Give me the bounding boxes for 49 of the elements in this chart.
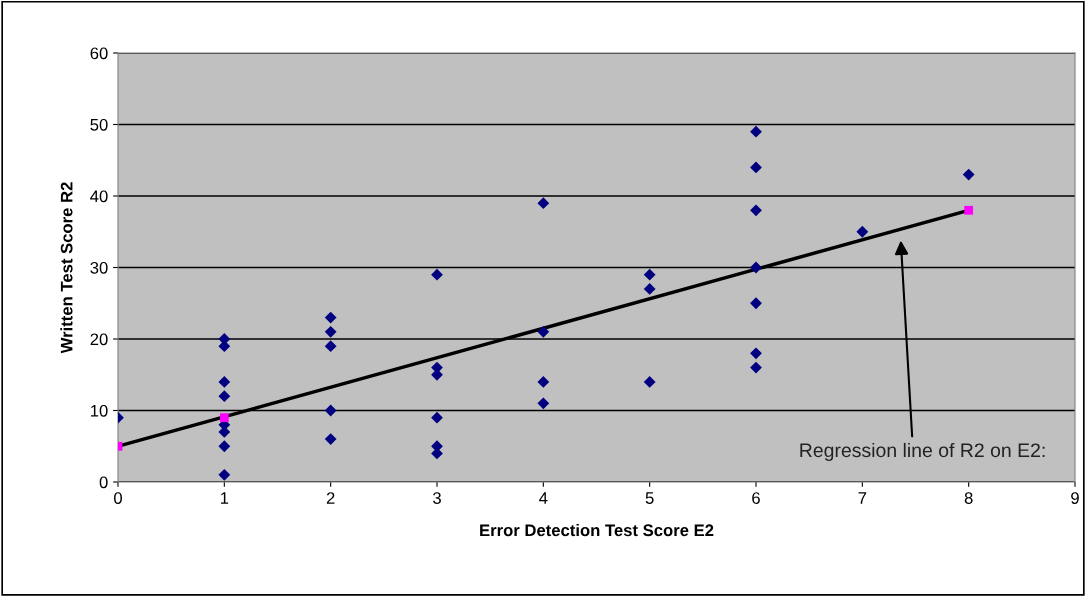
- point: [750, 297, 762, 310]
- y-axis-title: Written Test Score R2: [60, 182, 73, 354]
- point: [324, 311, 337, 324]
- x-tick-label: 7: [858, 492, 867, 504]
- point: [218, 468, 231, 481]
- y-tick-label: 40: [90, 190, 108, 203]
- point: [537, 376, 550, 388]
- point: [537, 397, 550, 410]
- x-tick-label: 8: [964, 492, 973, 504]
- y-tick-label: 20: [90, 333, 108, 346]
- y-tick-label: 50: [90, 118, 108, 131]
- point: [964, 205, 974, 215]
- point: [324, 404, 337, 417]
- point: [324, 433, 337, 445]
- x-tick-label: 9: [1071, 492, 1079, 504]
- y-tick-label: 0: [99, 476, 108, 489]
- y-tick-label: 10: [91, 404, 108, 417]
- x-tick-label: 3: [433, 492, 441, 504]
- point: [431, 268, 443, 281]
- point: [218, 440, 231, 453]
- point: [219, 413, 229, 423]
- point: [643, 376, 656, 388]
- x-tick-label: 4: [539, 492, 548, 504]
- x-tick-label: 0: [114, 492, 122, 504]
- point: [856, 225, 869, 238]
- point: [962, 168, 975, 181]
- point: [324, 340, 337, 353]
- point: [750, 125, 762, 138]
- point: [750, 161, 762, 174]
- x-tick-label: 2: [326, 492, 335, 504]
- point: [218, 390, 231, 403]
- point: [537, 197, 550, 210]
- point: [750, 261, 762, 274]
- point: [750, 361, 762, 374]
- annotation: Regression line of R2 on E2:: [800, 442, 1045, 462]
- point: [750, 347, 762, 360]
- point: [643, 268, 656, 281]
- x-tick-label: 6: [752, 492, 760, 504]
- point: [324, 325, 337, 338]
- x-tick-label: 5: [645, 492, 654, 504]
- point: [537, 325, 550, 338]
- point: [750, 204, 762, 217]
- point: [643, 283, 656, 295]
- y-tick-label: 60: [90, 47, 108, 60]
- y-tick-label: 30: [90, 261, 108, 274]
- x-axis-title: Error Detection Test Score E2: [480, 523, 714, 537]
- point: [218, 376, 231, 388]
- x-tick-label: 1: [220, 492, 229, 504]
- point: [431, 411, 443, 424]
